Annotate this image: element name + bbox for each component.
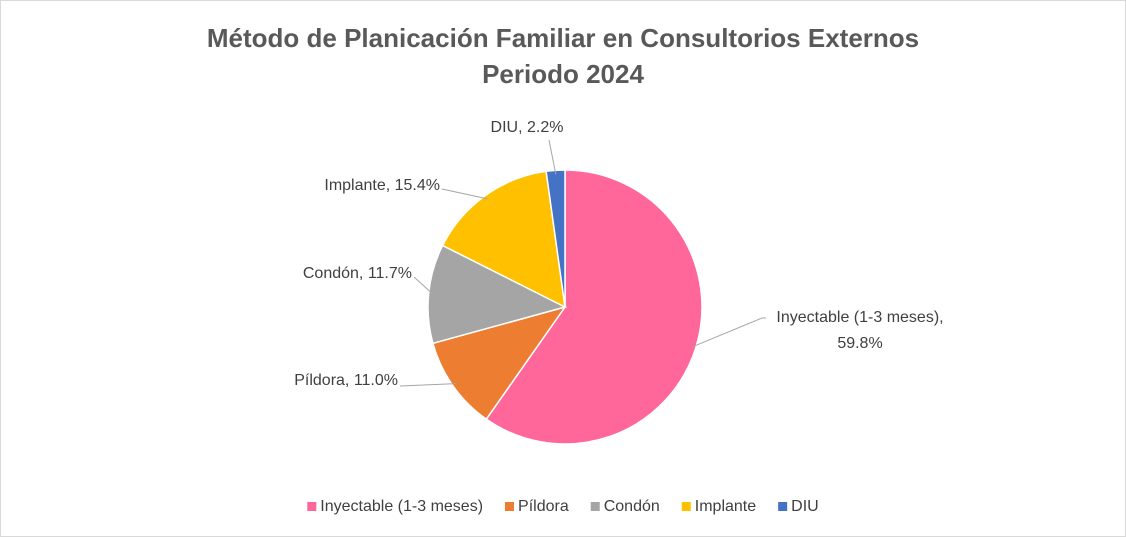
leader-line <box>441 188 488 200</box>
legend-label: DIU <box>791 498 819 515</box>
data-label: Condón, 11.7% <box>303 265 412 282</box>
chart-title: Método de Planicación Familiar en Consul… <box>207 23 919 53</box>
legend-label: Inyectable (1-3 meses) <box>320 498 483 515</box>
data-label-line: Inyectable (1-3 meses), <box>776 309 943 326</box>
data-label-line: 59.8% <box>837 335 882 352</box>
legend-swatch <box>307 502 317 511</box>
legend-label: Implante <box>695 498 756 515</box>
pie-slice <box>431 305 567 421</box>
legend-label: Píldora <box>518 498 569 515</box>
data-label: Inyectable (1-3 meses), 59.8% <box>776 309 943 352</box>
legend-swatch <box>590 502 600 511</box>
data-label: Implante, 15.4% <box>324 177 440 194</box>
leader-line <box>548 139 557 175</box>
chart-title: Periodo 2024 <box>482 59 644 89</box>
pie-slice <box>427 244 568 345</box>
legend-swatch <box>505 502 515 511</box>
legend-label: Condón <box>604 498 660 515</box>
pie-slice <box>545 169 566 308</box>
leader-line <box>399 383 457 387</box>
legend-swatch <box>778 502 788 511</box>
data-label: Píldora, 11.0% <box>294 372 398 389</box>
legend-swatch <box>681 502 691 511</box>
pie-slice <box>485 169 703 445</box>
leader-line <box>413 276 433 295</box>
data-label: DIU, 2.2% <box>491 119 564 136</box>
leader-line <box>691 317 766 348</box>
pie-slice <box>441 170 566 309</box>
